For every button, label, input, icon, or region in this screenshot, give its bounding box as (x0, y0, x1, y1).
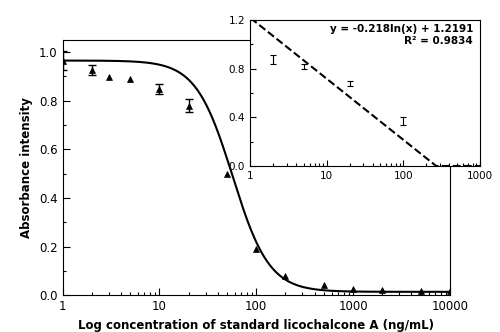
X-axis label: Log concentration of standard licochalcone A (ng/mL): Log concentration of standard licochalco… (78, 319, 434, 332)
Y-axis label: Absorbance intensity: Absorbance intensity (20, 97, 34, 238)
Text: y = -0.218ln(x) + 1.2191
R² = 0.9834: y = -0.218ln(x) + 1.2191 R² = 0.9834 (330, 24, 473, 46)
